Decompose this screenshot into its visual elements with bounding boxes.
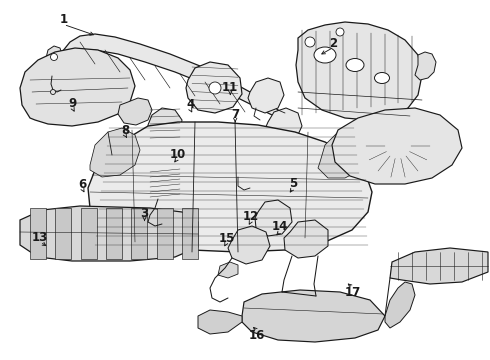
Text: 10: 10 — [169, 148, 186, 161]
Text: 12: 12 — [243, 210, 259, 223]
Polygon shape — [198, 310, 242, 334]
Text: 5: 5 — [289, 177, 297, 190]
Polygon shape — [88, 122, 372, 252]
Polygon shape — [332, 108, 462, 184]
Polygon shape — [20, 206, 198, 261]
Text: 4: 4 — [186, 98, 194, 111]
Text: 17: 17 — [344, 286, 361, 299]
Polygon shape — [218, 262, 238, 278]
Text: 14: 14 — [272, 220, 289, 233]
Polygon shape — [296, 22, 422, 120]
Polygon shape — [157, 208, 172, 259]
Polygon shape — [255, 200, 292, 236]
Circle shape — [209, 82, 221, 94]
Circle shape — [50, 54, 57, 60]
Polygon shape — [81, 208, 97, 259]
Polygon shape — [390, 248, 488, 284]
Text: 3: 3 — [141, 207, 148, 220]
Text: 6: 6 — [78, 178, 86, 191]
Ellipse shape — [374, 72, 390, 84]
Polygon shape — [242, 290, 385, 342]
Polygon shape — [46, 46, 62, 68]
Polygon shape — [20, 48, 135, 126]
Polygon shape — [148, 108, 182, 140]
Polygon shape — [55, 208, 72, 259]
Polygon shape — [131, 208, 147, 259]
Text: 7: 7 — [231, 108, 239, 121]
Polygon shape — [186, 62, 242, 113]
Ellipse shape — [314, 47, 336, 63]
Polygon shape — [182, 208, 198, 259]
Text: 8: 8 — [121, 124, 129, 137]
Polygon shape — [265, 108, 302, 144]
Polygon shape — [90, 128, 140, 177]
Polygon shape — [219, 142, 256, 177]
Text: 9: 9 — [69, 97, 76, 110]
Text: 16: 16 — [249, 329, 266, 342]
Circle shape — [336, 28, 344, 36]
Polygon shape — [55, 34, 278, 118]
Polygon shape — [248, 78, 284, 113]
Polygon shape — [415, 52, 436, 80]
Polygon shape — [148, 164, 182, 200]
Text: 15: 15 — [218, 232, 235, 245]
Text: 2: 2 — [329, 37, 337, 50]
Ellipse shape — [346, 59, 364, 72]
Polygon shape — [385, 282, 415, 328]
Polygon shape — [228, 226, 270, 264]
Polygon shape — [118, 98, 152, 125]
Text: 11: 11 — [222, 81, 239, 94]
Polygon shape — [30, 208, 46, 259]
Text: 13: 13 — [32, 231, 49, 244]
Circle shape — [50, 90, 55, 95]
Text: 1: 1 — [60, 13, 68, 26]
Polygon shape — [318, 130, 365, 178]
Polygon shape — [106, 208, 122, 259]
Circle shape — [305, 37, 315, 47]
Polygon shape — [284, 220, 328, 258]
